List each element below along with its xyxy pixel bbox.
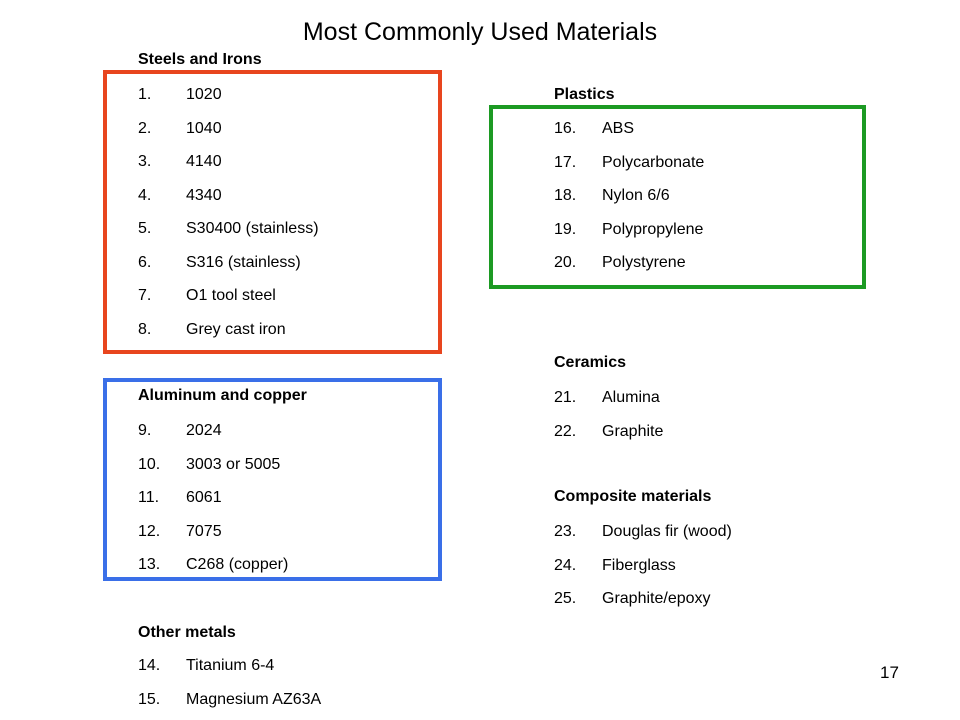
- list-item-name: Nylon 6/6: [602, 187, 670, 204]
- list-item-name: Polycarbonate: [602, 153, 705, 171]
- list-item-name: Magnesium AZ63A: [186, 690, 322, 708]
- list-item-name: Polypropylene: [602, 220, 704, 238]
- list-item-name: 4140: [186, 153, 222, 170]
- aluminum-heading: Aluminum and copper: [138, 387, 307, 404]
- list-item-name: Douglas fir (wood): [602, 523, 732, 540]
- list-item-name: Fiberglass: [602, 556, 676, 574]
- list-item-number: 23.: [554, 523, 577, 540]
- plastics-heading: Plastics: [554, 86, 615, 103]
- list-item-number: 21.: [554, 389, 577, 406]
- list-item-name: Graphite: [602, 422, 664, 440]
- ceramics-heading: Ceramics: [554, 354, 627, 371]
- list-item-name: 2024: [186, 422, 222, 439]
- steels-heading: Steels and Irons: [138, 51, 262, 68]
- slide-title: Most Commonly Used Materials: [302, 18, 658, 46]
- list-item-name: 1040: [186, 119, 222, 137]
- list-item-number: 18.: [554, 187, 577, 204]
- list-item-number: 16.: [554, 120, 577, 137]
- list-item-name: S30400 (stainless): [186, 220, 319, 237]
- list-item-number: 11.: [138, 489, 160, 506]
- list-item-number: 22.: [554, 422, 577, 440]
- page-number: 17: [880, 663, 899, 682]
- list-item-number: 6.: [138, 253, 152, 271]
- list-item-number: 17.: [554, 153, 577, 171]
- list-item-number: 20.: [554, 254, 577, 271]
- list-item-number: 4.: [138, 186, 152, 204]
- list-item-name: Titanium 6-4: [186, 657, 275, 674]
- list-item-name: O1 tool steel: [186, 287, 276, 304]
- list-item-name: 6061: [186, 489, 222, 506]
- list-item-name: Polystyrene: [602, 254, 686, 271]
- list-item-number: 12.: [138, 522, 161, 540]
- list-item-name: ABS: [602, 120, 635, 137]
- list-item-name: Alumina: [602, 389, 660, 406]
- list-item-name: 1020: [186, 86, 222, 103]
- list-item-number: 14.: [138, 657, 161, 674]
- list-item-number: 24.: [554, 556, 577, 574]
- list-item-number: 2.: [138, 119, 152, 137]
- list-item-name: 4340: [186, 186, 222, 204]
- plastics-box: [489, 105, 866, 289]
- list-item-name: Grey cast iron: [186, 320, 286, 338]
- list-item-name: 7075: [186, 522, 222, 540]
- list-item-number: 19.: [554, 220, 577, 238]
- other-metals-heading: Other metals: [138, 624, 236, 641]
- list-item-number: 3.: [138, 153, 152, 170]
- list-item-number: 9.: [138, 422, 152, 439]
- list-item-name: S316 (stainless): [186, 253, 301, 271]
- list-item-number: 8.: [138, 320, 152, 338]
- list-item-number: 25.: [554, 590, 577, 607]
- list-item-number: 13.: [138, 556, 161, 573]
- list-item-number: 15.: [138, 690, 161, 708]
- list-item-name: C268 (copper): [186, 556, 289, 573]
- list-item-number: 7.: [138, 287, 152, 304]
- aluminum-box: [103, 378, 442, 581]
- list-item-number: 10.: [138, 455, 161, 473]
- list-item-number: 1.: [138, 86, 152, 103]
- steels-box: [103, 70, 442, 354]
- list-item-number: 5.: [138, 220, 152, 237]
- composites-heading: Composite materials: [554, 488, 712, 505]
- list-item-name: 3003 or 5005: [186, 455, 281, 473]
- list-item-name: Graphite/epoxy: [602, 590, 711, 607]
